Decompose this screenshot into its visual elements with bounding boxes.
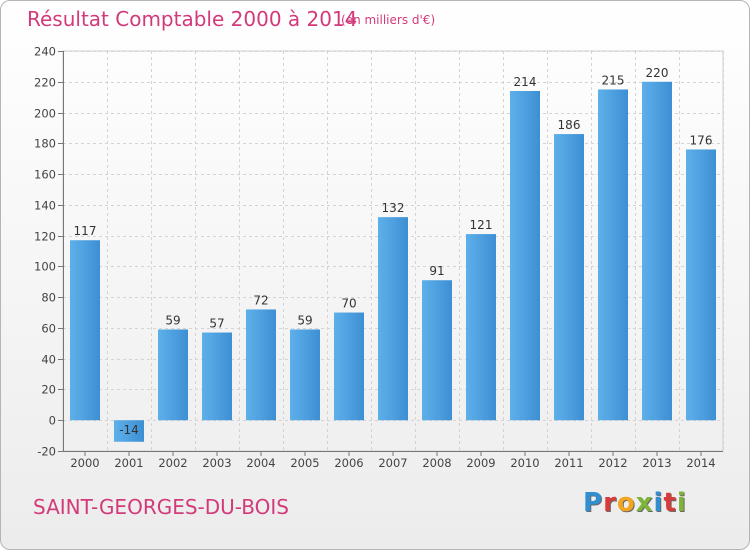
x-tick-label: 2008 [422,456,451,470]
x-tick-label: 2010 [510,456,539,470]
bar [686,149,716,421]
logo-letter: t [663,488,677,518]
x-tick-label: 2004 [246,456,275,470]
y-tick-label: 120 [34,230,56,244]
data-labels: 117 -14 59 57 72 59 70 132 91 121 214 186 215 220 176 [74,66,713,437]
bar [554,134,584,421]
x-tick-label: 2009 [466,456,495,470]
x-tick-label: 2007 [378,456,407,470]
logo-letter: r [603,488,617,518]
y-tick-label: 40 [41,353,56,367]
bar [466,234,496,421]
x-tick-label: 2013 [642,456,671,470]
y-tick-label: 160 [34,168,56,182]
logo-letter: o [616,488,636,518]
data-label: 121 [470,218,493,232]
logo-letter: x [635,488,654,518]
chart-subtitle: (en milliers d'€) [341,13,436,27]
bar [642,81,672,421]
data-label: 59 [165,313,180,327]
data-label: 186 [558,118,581,132]
data-label: 70 [341,297,356,311]
x-tick-label: 2006 [334,456,363,470]
logo-letter: i [676,488,687,518]
y-tick-label: 100 [34,260,56,274]
data-label: 117 [74,224,97,238]
bar [378,217,408,421]
data-label: 72 [253,293,268,307]
logo-letter: P [583,488,604,518]
data-label: -14 [119,423,139,437]
bar [290,329,320,421]
data-label: 57 [209,317,224,331]
axes: -20 0 20 40 60 80 100 120 140 160 180 200 220 240 2000… [34,45,723,470]
data-label: 132 [382,201,405,215]
bar [246,309,276,421]
y-tick-label: 0 [49,414,56,428]
x-tick-label: 2003 [202,456,231,470]
logo-letter: i [653,488,664,518]
data-label: 220 [646,66,669,80]
bar [158,329,188,421]
bar [114,420,144,442]
x-tick-label: 2000 [70,456,99,470]
x-tick-label: 2005 [290,456,319,470]
x-tick-label: 2014 [686,456,715,470]
bar [334,312,364,421]
y-tick-label: 20 [41,383,56,397]
x-tick-label: 2001 [114,456,143,470]
bar [598,89,628,421]
chart-title: Résultat Comptable 2000 à 2014 [27,7,358,31]
bar [422,280,452,421]
x-tick-label: 2012 [598,456,627,470]
commune-name: SAINT-GEORGES-DU-BOIS [33,495,290,519]
data-label: 59 [297,313,312,327]
y-tick-label: 240 [34,45,56,59]
y-tick-label: 140 [34,199,56,213]
y-tick-label: 180 [34,137,56,151]
data-label: 215 [602,73,625,87]
y-tick-label: -20 [37,445,56,459]
x-tick-label: 2002 [158,456,187,470]
data-label: 91 [429,264,444,278]
y-tick-label: 220 [34,76,56,90]
bar [70,240,100,421]
y-tick-label: 60 [41,322,56,336]
bar [510,91,540,421]
y-tick-label: 200 [34,107,56,121]
y-tick-label: 80 [41,291,56,305]
x-tick-label: 2011 [554,456,583,470]
bar [202,332,232,421]
data-label: 214 [514,75,537,89]
data-label: 176 [690,133,713,147]
bars [70,81,716,442]
proxiti-logo: Proxiti [583,488,687,518]
